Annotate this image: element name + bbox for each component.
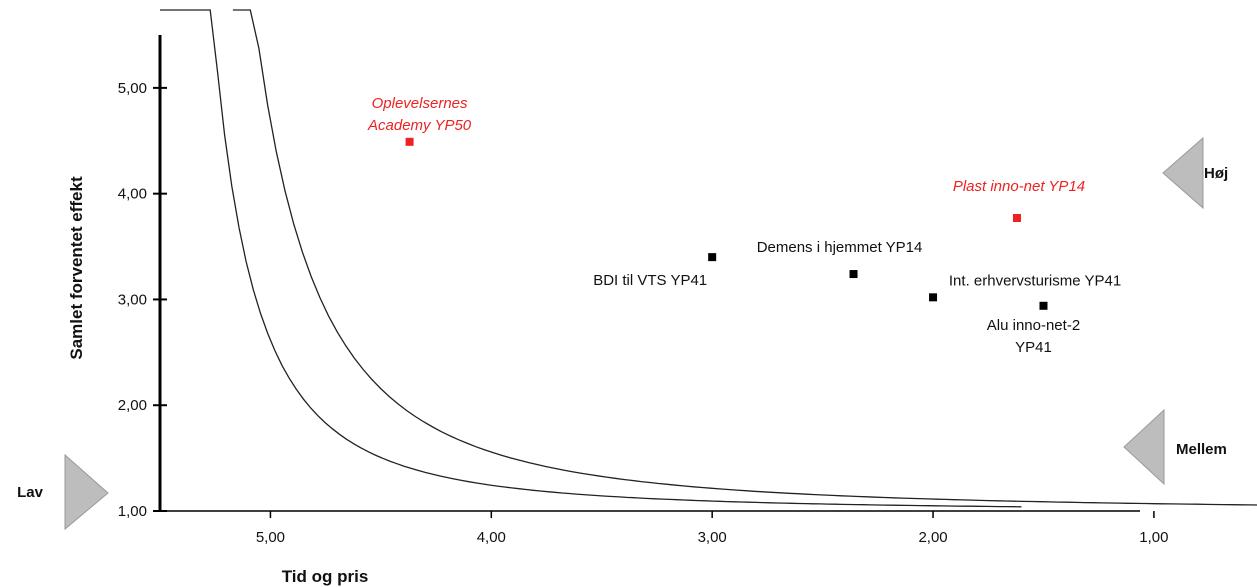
axes	[158, 35, 1140, 512]
zone-label: Mellem	[1176, 441, 1227, 458]
point-label: Alu inno-net-2	[987, 317, 1080, 334]
point-label: Plast inno-net YP14	[953, 178, 1085, 195]
point-label: Demens i hjemmet YP14	[757, 239, 923, 256]
data-point	[405, 137, 414, 146]
y-tick-label: 5,00	[118, 80, 147, 97]
zone-label: Lav	[17, 484, 44, 501]
zone-label: Høj	[1204, 165, 1228, 182]
point-label: Oplevelsernes	[372, 95, 468, 112]
x-tick-label: 2,00	[918, 529, 947, 546]
y-tick-label: 1,00	[118, 503, 147, 520]
point-label: Academy YP50	[367, 117, 472, 134]
y-tick-label: 4,00	[118, 186, 147, 203]
x-tick-label: 5,00	[256, 529, 285, 546]
point-label: BDI til VTS YP41	[593, 272, 707, 289]
data-point	[849, 270, 858, 279]
tick-labels: 5,00 4,00 3,00 2,00 1,00 1,00 2,00 3,00 4,00 5,00	[118, 80, 1169, 546]
zone-triangle	[1123, 408, 1165, 486]
data-points: Oplevelsernes Academy YP50 Plast inno-net …	[367, 95, 1121, 356]
data-point	[1012, 213, 1021, 222]
data-point	[1039, 301, 1048, 310]
y-axis-title: Samlet forventet effekt	[67, 176, 86, 360]
point-label: YP41	[1015, 339, 1052, 356]
threshold-curve	[160, 9, 1022, 508]
x-tick-label: 4,00	[477, 529, 506, 546]
y-tick-label: 3,00	[118, 291, 147, 308]
zone-triangle	[64, 453, 109, 531]
x-axis-title: Tid og pris	[282, 567, 369, 586]
threshold-curve	[232, 9, 1257, 506]
y-tick-label: 2,00	[118, 397, 147, 414]
point-label: Int. erhvervsturisme YP41	[949, 272, 1121, 289]
data-point	[708, 253, 717, 262]
x-tick-label: 3,00	[698, 529, 727, 546]
zone-triangle	[1162, 136, 1204, 210]
x-tick-label: 1,00	[1139, 529, 1168, 546]
zone-markers: Høj Mellem Lav	[17, 136, 1228, 531]
data-point	[929, 293, 938, 302]
threshold-curves	[160, 9, 1257, 508]
